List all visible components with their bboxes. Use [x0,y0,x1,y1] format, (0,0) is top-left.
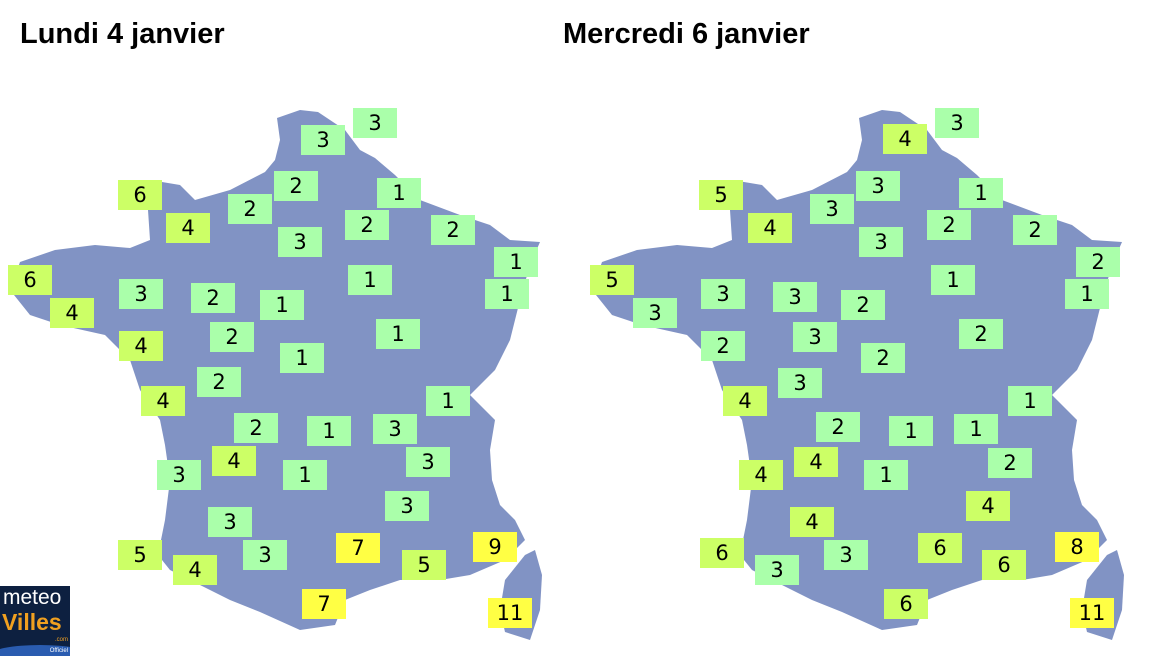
temperature-label: 1 [307,416,351,446]
temperature-label: 6 [884,589,928,619]
temperature-label: 2 [959,319,1003,349]
temperature-label: 2 [988,448,1032,478]
temperature-label: 4 [790,507,834,537]
temperature-label: 8 [1055,532,1099,562]
temperature-label: 4 [748,213,792,243]
temperature-label: 3 [633,298,677,328]
temperature-label: 2 [191,283,235,313]
logo-line2: Villes [2,609,62,635]
temperature-label: 2 [1013,215,1057,245]
temperature-label: 3 [793,322,837,352]
temperature-label: 3 [208,507,252,537]
temperature-label: 2 [927,210,971,240]
temperature-label: 4 [166,213,210,243]
temperature-label: 4 [119,331,163,361]
logo-suffix: .com [54,637,68,643]
temperature-label: 3 [353,108,397,138]
temperature-label: 5 [118,540,162,570]
temperature-label: 7 [302,589,346,619]
map-title-right: Mercredi 6 janvier [563,18,810,50]
map-title-left: Lundi 4 janvier [20,18,225,50]
temperature-label: 2 [345,210,389,240]
temperature-label: 3 [119,279,163,309]
temperature-label: 2 [861,343,905,373]
temperature-label: 1 [889,416,933,446]
temperature-label: 3 [157,460,201,490]
temperature-label: 1 [283,460,327,490]
temperature-label: 4 [883,124,927,154]
temperature-label: 1 [959,178,1003,208]
temperature-label: 1 [494,247,538,277]
meteovilles-logo: meteo Villes .com Officiel [0,586,70,656]
temperature-label: 2 [816,412,860,442]
temperature-label: 2 [197,367,241,397]
temperature-label: 3 [824,540,868,570]
temperature-label: 1 [260,290,304,320]
logo-band [0,645,70,656]
temperature-label: 4 [212,446,256,476]
temperature-label: 7 [336,533,380,563]
temperature-label: 2 [431,215,475,245]
temperature-label: 5 [402,550,446,580]
temperature-label: 1 [1008,386,1052,416]
temperature-label: 1 [864,460,908,490]
temperature-label: 2 [234,413,278,443]
temperature-label: 3 [243,540,287,570]
temperature-label: 1 [426,386,470,416]
temperature-label: 3 [701,279,745,309]
temperature-label: 3 [301,125,345,155]
logo-tagline: Officiel [49,648,68,654]
temperature-label: 4 [794,447,838,477]
temperature-label: 11 [1070,598,1114,628]
temperature-label: 1 [931,265,975,295]
temperature-label: 5 [590,265,634,295]
temperature-label: 1 [376,319,420,349]
temperature-label: 3 [755,555,799,585]
temperature-label: 6 [700,538,744,568]
temperature-label: 6 [8,265,52,295]
temperature-label: 4 [173,555,217,585]
temperature-label: 4 [141,386,185,416]
temperature-label: 2 [210,322,254,352]
temperature-label: 1 [280,343,324,373]
temperature-label: 1 [954,414,998,444]
temperature-label: 3 [385,491,429,521]
temperature-label: 1 [377,178,421,208]
temperature-label: 2 [701,331,745,361]
temperature-label: 11 [488,598,532,628]
temperature-label: 3 [856,171,900,201]
temperature-label: 3 [859,227,903,257]
temperature-label: 2 [274,171,318,201]
temperature-label: 3 [778,368,822,398]
temperature-label: 1 [1065,279,1109,309]
temperature-label: 2 [841,290,885,320]
temperature-label: 9 [473,532,517,562]
temperature-label: 1 [348,265,392,295]
temperature-label: 3 [935,108,979,138]
temperature-label: 6 [118,180,162,210]
temperature-label: 6 [918,533,962,563]
temperature-label: 3 [373,414,417,444]
temperature-label: 4 [723,386,767,416]
temperature-label: 3 [810,194,854,224]
temperature-label: 4 [50,298,94,328]
temperature-label: 5 [699,180,743,210]
temperature-label: 3 [406,447,450,477]
temperature-label: 2 [1076,247,1120,277]
temperature-label: 3 [278,227,322,257]
temperature-label: 1 [485,279,529,309]
temperature-label: 2 [228,194,272,224]
temperature-label: 6 [982,550,1026,580]
logo-line1: meteo [3,586,62,609]
temperature-label: 4 [966,491,1010,521]
temperature-label: 3 [773,282,817,312]
temperature-label: 4 [739,460,783,490]
